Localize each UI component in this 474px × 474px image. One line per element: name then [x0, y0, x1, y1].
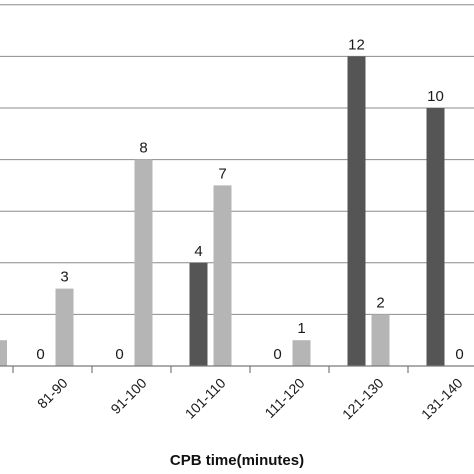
data-label: 0 — [273, 346, 281, 363]
bar — [426, 108, 445, 366]
bar — [347, 56, 366, 367]
x-tick-label: 101-110 — [182, 375, 229, 422]
data-label: 0 — [455, 346, 463, 363]
bar-partial — [0, 340, 7, 366]
data-label: 3 — [60, 269, 68, 286]
bar — [371, 314, 390, 366]
bar — [189, 262, 208, 366]
bar — [55, 288, 74, 366]
bar — [213, 185, 232, 366]
gridlines — [0, 4, 474, 315]
data-labels: 0040121023871200 — [36, 36, 463, 363]
data-label: 0 — [36, 346, 44, 363]
data-label: 0 — [115, 346, 123, 363]
bars — [0, 56, 445, 367]
x-tick-label: 91-100 — [107, 375, 149, 417]
data-label: 10 — [427, 88, 444, 105]
x-axis: 81-9091-100101-110111-120121-130131-140>… — [0, 365, 474, 423]
x-axis-title: CPB time(minutes) — [169, 452, 305, 469]
data-label: 4 — [194, 243, 202, 260]
x-tick-label: 121-130 — [339, 375, 387, 423]
data-label: 2 — [376, 294, 384, 311]
bar — [292, 340, 311, 366]
data-label: 12 — [348, 36, 365, 53]
x-tick-label: 111-120 — [261, 375, 307, 421]
data-label: 8 — [139, 140, 147, 157]
x-tick-label: 81-90 — [34, 375, 71, 412]
bar — [134, 159, 153, 366]
x-tick-label: 131-140 — [418, 375, 466, 423]
data-label: 7 — [218, 165, 226, 182]
data-label: 1 — [297, 320, 305, 337]
